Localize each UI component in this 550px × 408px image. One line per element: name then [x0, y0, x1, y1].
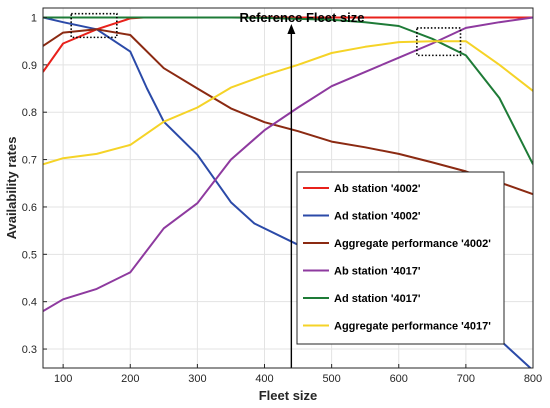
axes: 100 200 300 400 500 600 700 800 0.3 0.4 0.5 0.6 0.7 0…	[22, 12, 542, 385]
x-tick-label: 500	[322, 373, 340, 385]
highlight-box-1	[70, 12, 118, 39]
y-tick-label: 1	[31, 12, 37, 24]
y-tick-label: 0.3	[22, 344, 37, 356]
legend-item: Ab station '4002'	[303, 183, 421, 195]
legend-label: Ab station '4002'	[334, 183, 421, 195]
series-line-aggregate-performance-4002	[43, 28, 533, 196]
series-lines	[43, 16, 533, 368]
legend-label: Ab station '4017'	[334, 266, 421, 278]
legend-item: Ad station '4017'	[303, 293, 421, 305]
x-tick-label: 400	[255, 373, 273, 385]
highlight-box-2	[416, 27, 462, 57]
x-tick-label: 100	[54, 373, 72, 385]
legend-item: Ad station '4002'	[303, 211, 421, 223]
y-tick-label: 0.7	[22, 155, 37, 167]
series-line-aggregate-performance-4017	[43, 40, 533, 166]
reference-line-group: Reference Fleet size	[239, 10, 365, 368]
y-axis-title: Availability rates	[4, 137, 19, 240]
y-tick-label: 0.9	[22, 60, 37, 72]
legend-label: Ad station '4002'	[334, 211, 421, 223]
highlight-boxes	[70, 12, 462, 57]
series-line-ad-station-4017	[43, 16, 533, 165]
y-tick-label: 0.4	[22, 297, 37, 309]
legend-item: Aggregate performance '4017'	[303, 321, 491, 333]
x-axis-title: Fleet size	[259, 388, 318, 403]
legend-label: Aggregate performance '4002'	[334, 238, 491, 250]
series-line-ab-station-4002	[43, 16, 533, 73]
x-tick-label: 700	[457, 373, 475, 385]
y-tick-label: 0.5	[22, 249, 37, 261]
legend-item: Ab station '4017'	[303, 266, 421, 278]
legend: Ab station '4002' Ad station '4002' Aggreg…	[296, 171, 505, 345]
reference-arrow-icon	[287, 24, 296, 34]
reference-fleet-label: Reference Fleet size	[239, 10, 364, 25]
x-tick-label: 300	[188, 373, 206, 385]
legend-item: Aggregate performance '4002'	[303, 238, 491, 250]
y-tick-label: 0.8	[22, 107, 37, 119]
plot-frame	[42, 7, 534, 369]
legend-label: Aggregate performance '4017'	[334, 321, 491, 333]
series-line-ab-station-4017	[43, 16, 533, 313]
y-tick-label: 0.6	[22, 202, 37, 214]
x-tick-label: 800	[524, 373, 542, 385]
x-tick-label: 600	[390, 373, 408, 385]
legend-box	[296, 171, 505, 345]
legend-label: Ad station '4017'	[334, 293, 421, 305]
x-tick-label: 200	[121, 373, 139, 385]
